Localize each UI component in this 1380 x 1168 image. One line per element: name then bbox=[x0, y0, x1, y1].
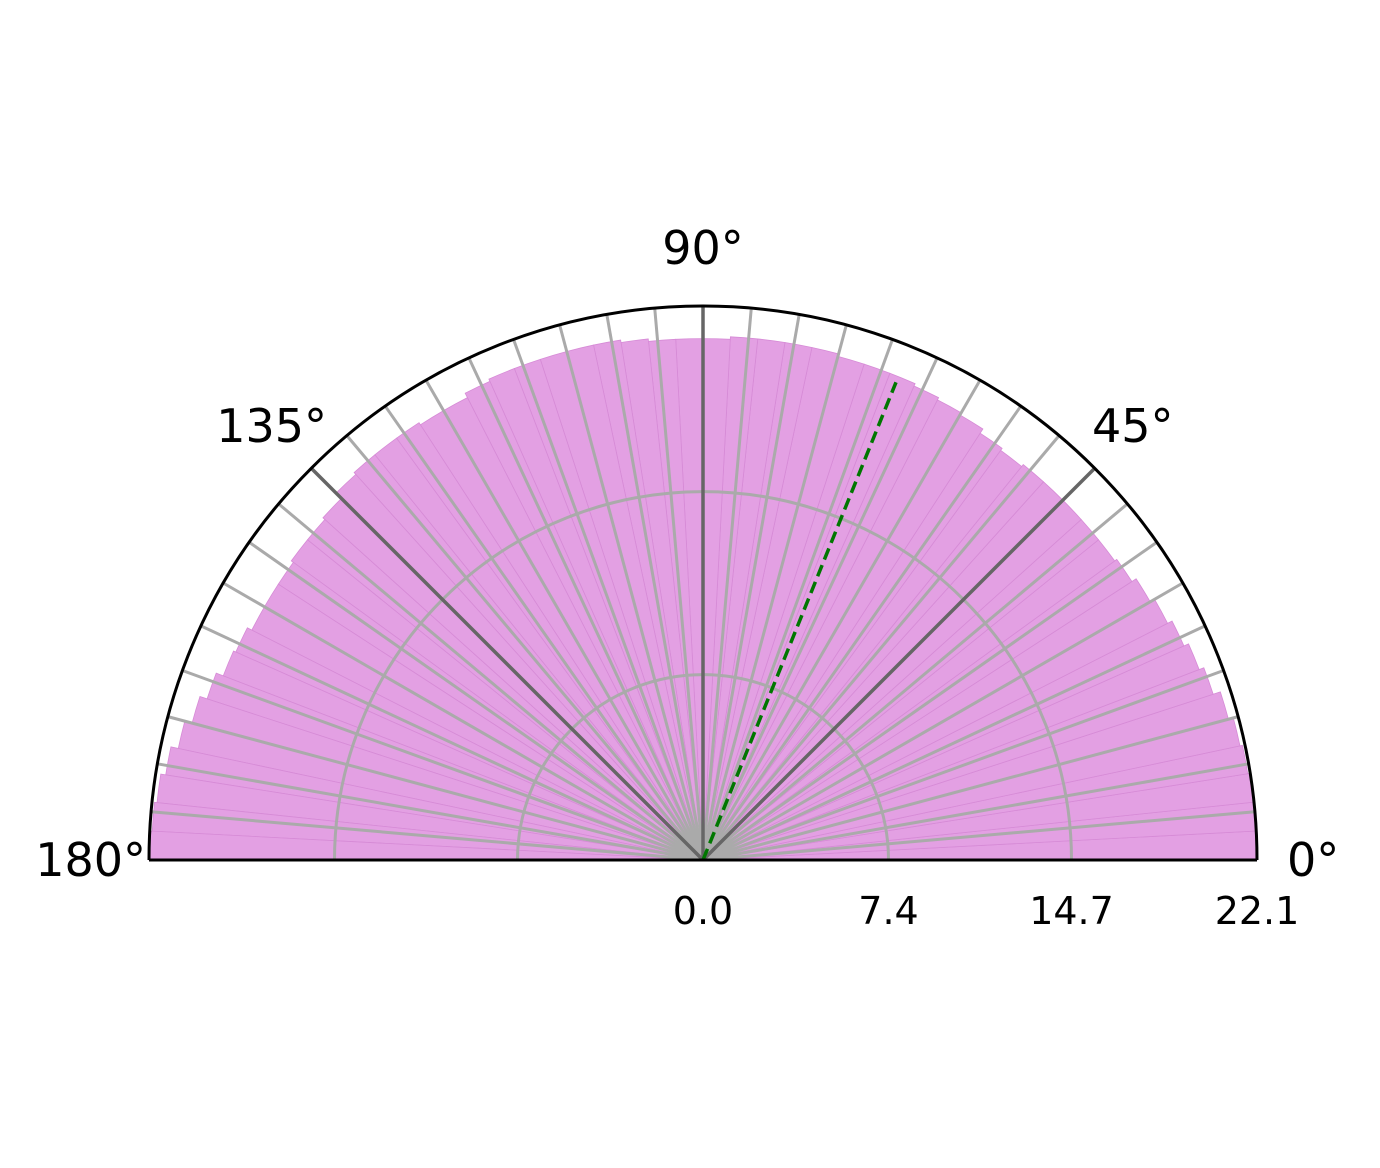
angle-gridline bbox=[512, 338, 705, 861]
angle-gridline bbox=[701, 314, 801, 861]
reference-line bbox=[701, 381, 898, 861]
angle-tick-label: 90° bbox=[662, 221, 744, 275]
angle-gridline bbox=[702, 810, 1256, 862]
angle-gridline bbox=[345, 434, 705, 861]
angle-gridline bbox=[558, 324, 705, 861]
reference-line-layer bbox=[701, 381, 898, 861]
frame-layer bbox=[147, 304, 1259, 862]
angle-gridline bbox=[150, 810, 704, 862]
radial-tick-label: 22.1 bbox=[1215, 889, 1300, 933]
angle-gridline bbox=[248, 541, 704, 862]
angle-gridline bbox=[702, 669, 1225, 862]
angle-gridline bbox=[702, 581, 1184, 862]
angle-gridline bbox=[701, 434, 1061, 861]
angle-gridline bbox=[701, 357, 939, 861]
angle-gridline bbox=[701, 379, 982, 861]
angle-gridline bbox=[181, 669, 704, 862]
major-angle-gridline bbox=[310, 467, 705, 862]
angle-gridline bbox=[701, 338, 894, 861]
angle-gridline bbox=[384, 405, 705, 861]
bar-wedge bbox=[488, 368, 704, 861]
outer-arc bbox=[147, 304, 1259, 861]
angle-gridline bbox=[702, 624, 1206, 862]
bar-wedge bbox=[353, 454, 704, 861]
angle-gridline bbox=[167, 715, 704, 862]
bar-wedge bbox=[702, 667, 1214, 861]
angle-gridline bbox=[157, 762, 704, 862]
labels-layer: 0° 45° 90° 135° 180° 0.0 7.4 14.7 22.1 bbox=[35, 221, 1339, 933]
radial-tick-label: 7.4 bbox=[858, 889, 918, 933]
angle-gridline bbox=[702, 762, 1249, 862]
angle-gridline bbox=[467, 357, 705, 861]
angle-gridline bbox=[277, 502, 704, 862]
bar-wedge bbox=[702, 620, 1185, 861]
angle-gridline bbox=[424, 379, 705, 861]
radial-tick-label: 14.7 bbox=[1029, 889, 1114, 933]
angle-gridline bbox=[653, 307, 705, 861]
bar-wedge bbox=[702, 463, 1045, 861]
bar-wedge bbox=[702, 336, 759, 861]
major-angle-gridline bbox=[701, 467, 1096, 862]
angle-gridline bbox=[701, 405, 1022, 861]
angle-tick-label: 45° bbox=[1092, 399, 1174, 453]
bar-wedge bbox=[464, 380, 704, 861]
grid-layer bbox=[150, 306, 1256, 862]
radial-tick-label: 0.0 bbox=[673, 889, 733, 933]
angle-tick-label: 0° bbox=[1287, 833, 1339, 887]
angle-gridline bbox=[701, 324, 848, 861]
angle-gridline bbox=[702, 715, 1239, 862]
angle-gridline bbox=[701, 307, 753, 861]
angle-gridline bbox=[605, 314, 705, 861]
angle-gridline bbox=[702, 502, 1129, 862]
angle-gridline bbox=[222, 581, 704, 862]
angle-gridline bbox=[200, 624, 704, 862]
angle-gridline bbox=[702, 541, 1158, 862]
angle-tick-label: 180° bbox=[35, 833, 146, 887]
bar-wedge bbox=[290, 539, 704, 861]
bar-wedge bbox=[702, 643, 1200, 861]
angle-tick-label: 135° bbox=[216, 399, 327, 453]
